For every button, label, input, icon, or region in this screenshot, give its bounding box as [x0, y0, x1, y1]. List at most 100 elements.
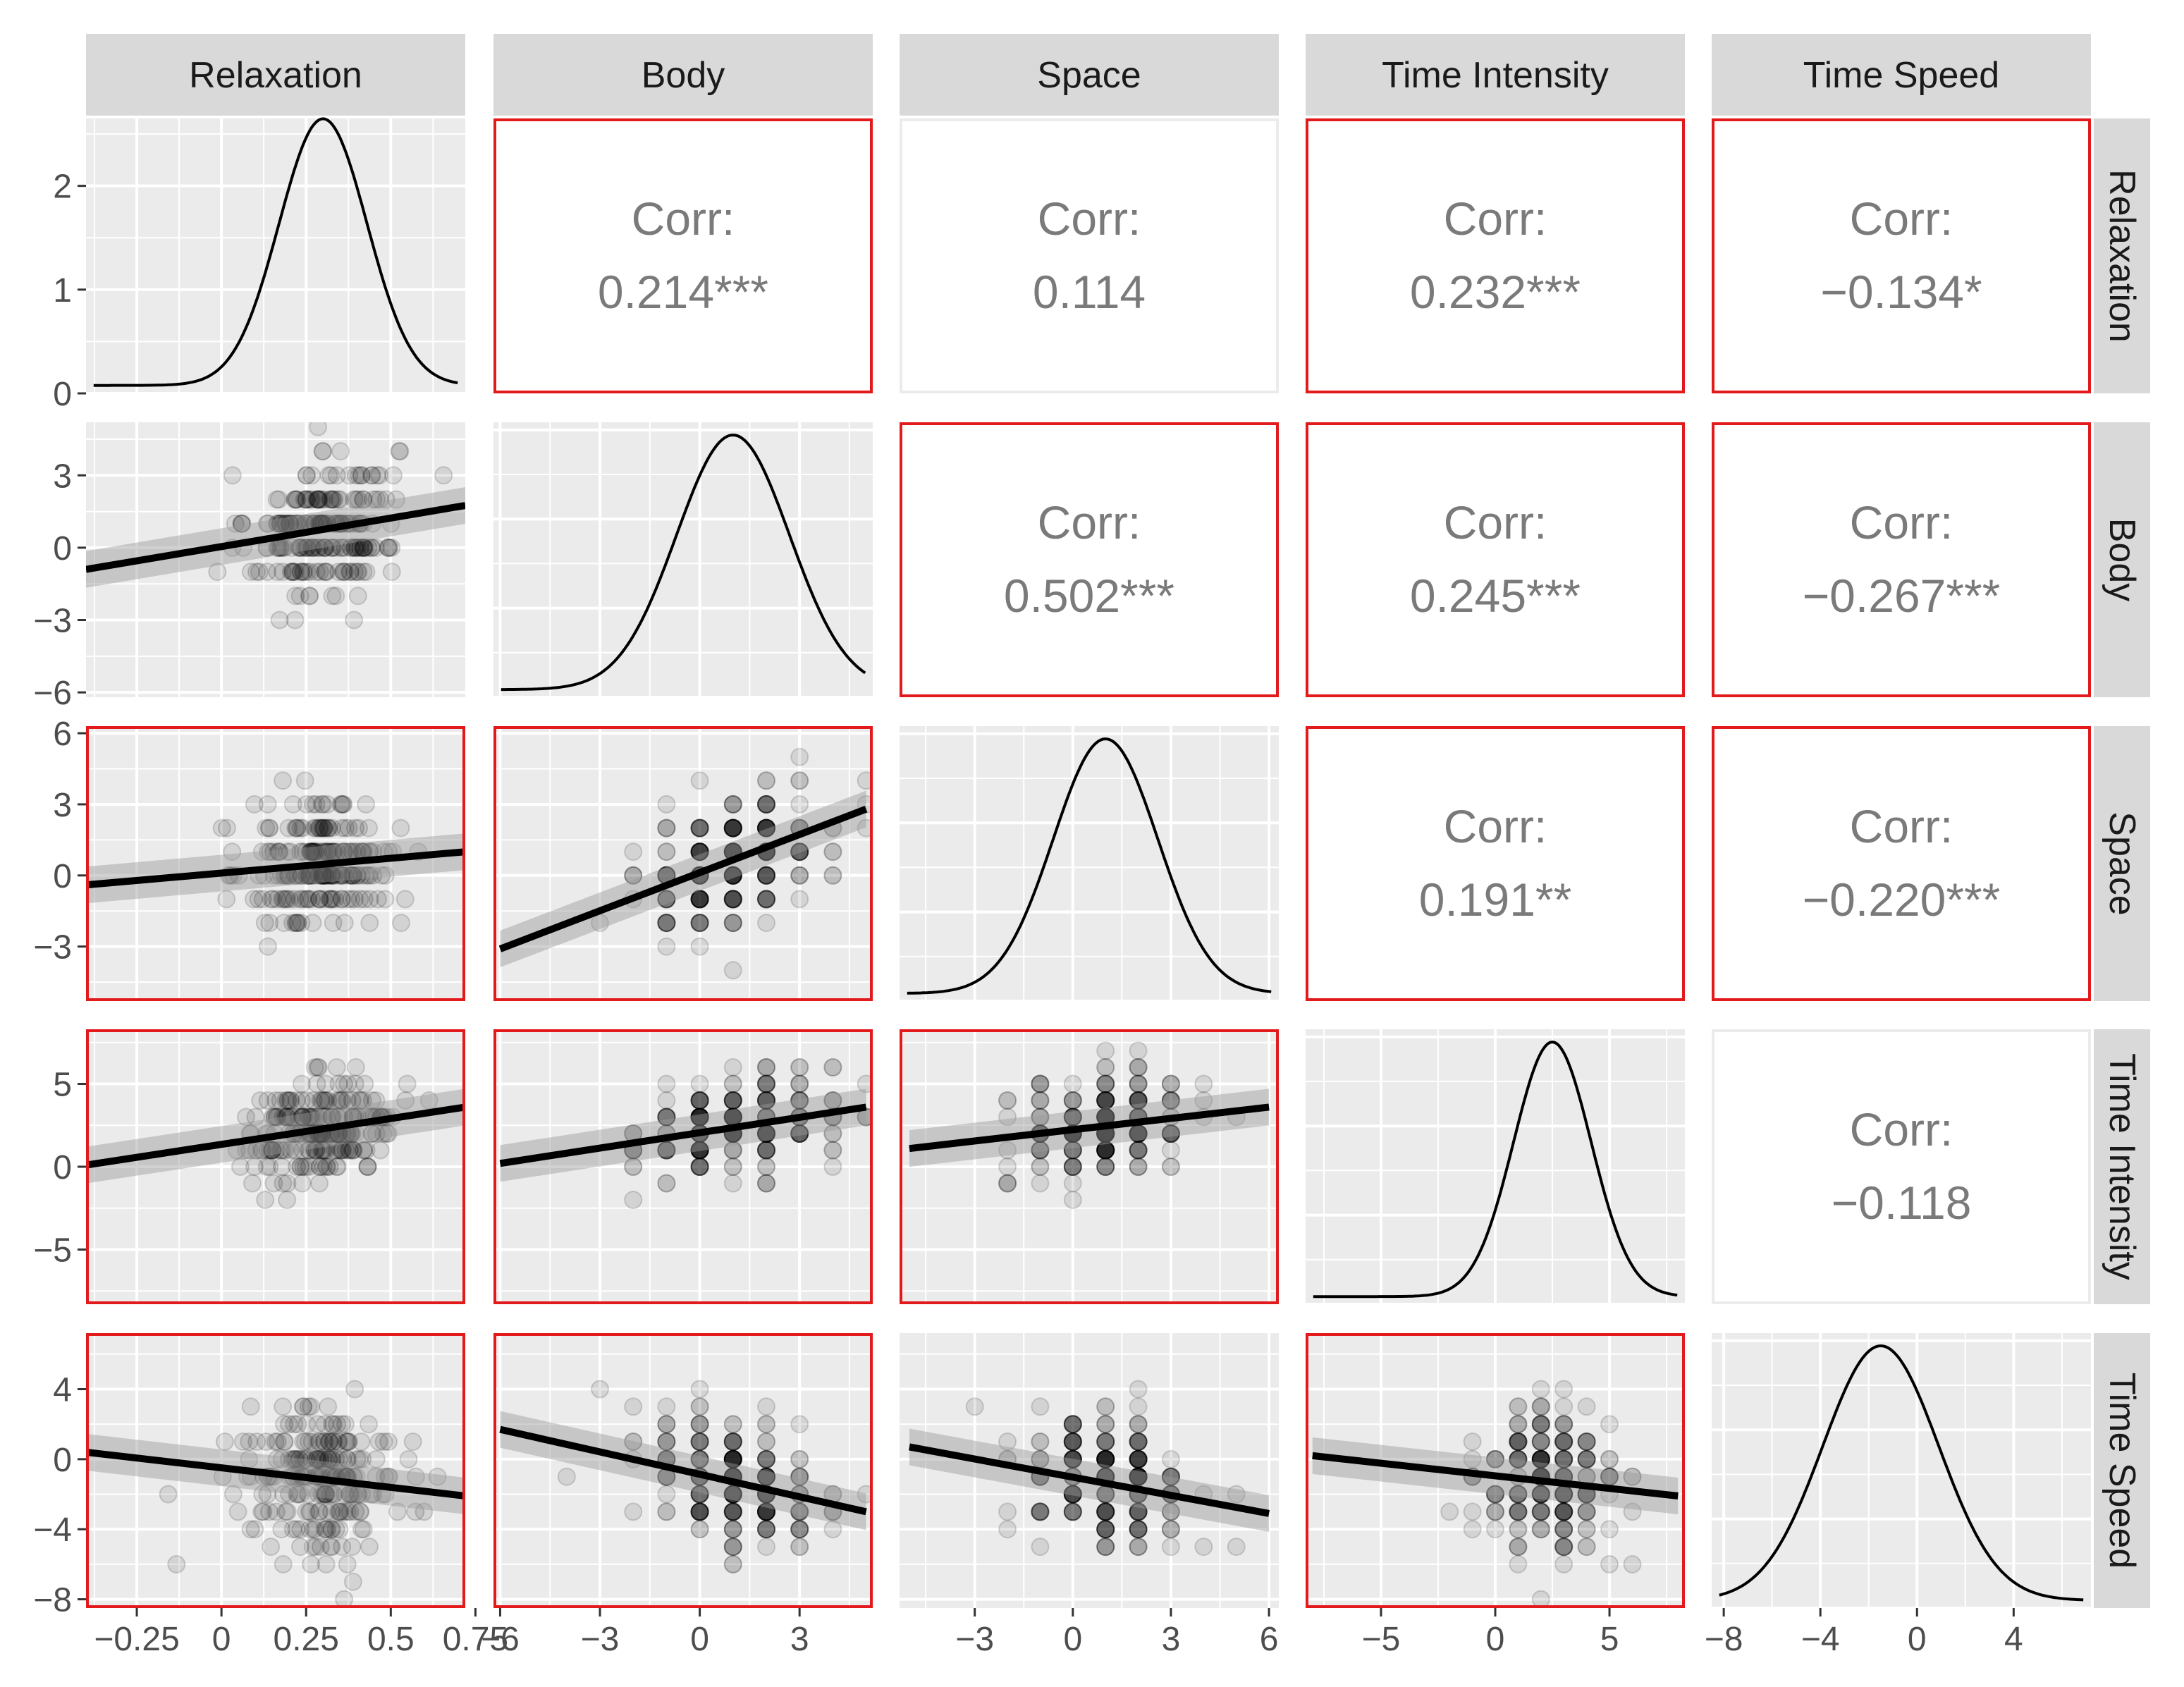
- data-point: [315, 842, 334, 861]
- data-point: [657, 914, 676, 933]
- data-point: [428, 1467, 447, 1486]
- data-point: [1096, 1091, 1115, 1110]
- data-point: [331, 1091, 350, 1110]
- data-point: [1096, 1449, 1115, 1468]
- data-point: [1063, 1449, 1082, 1468]
- x-tick-label: 0.75: [443, 1621, 508, 1658]
- data-point: [281, 1091, 300, 1110]
- data-point: [336, 1485, 355, 1504]
- data-point: [302, 890, 321, 909]
- data-point: [340, 1141, 359, 1160]
- data-point: [1129, 1058, 1148, 1076]
- data-point: [354, 1520, 373, 1539]
- data-point: [1531, 1449, 1550, 1468]
- data-point: [757, 1058, 775, 1076]
- y-tick-label: 0: [53, 1442, 72, 1479]
- data-point: [323, 490, 342, 509]
- data-point: [1129, 1091, 1148, 1110]
- data-point: [790, 1449, 809, 1468]
- data-point: [277, 1108, 295, 1127]
- data-point: [1509, 1415, 1528, 1434]
- data-point: [723, 1449, 742, 1468]
- data-point: [1577, 1449, 1596, 1468]
- data-point: [1063, 1449, 1082, 1468]
- data-point: [330, 1502, 349, 1521]
- data-point: [297, 563, 317, 582]
- data-point: [1096, 1449, 1115, 1468]
- data-point: [1623, 1502, 1642, 1521]
- data-point: [302, 842, 321, 861]
- data-point: [790, 1058, 809, 1076]
- data-point: [1509, 1433, 1528, 1451]
- scatter-points: [86, 771, 465, 956]
- data-point: [790, 1449, 809, 1468]
- data-point: [690, 1141, 709, 1160]
- data-point: [723, 795, 742, 814]
- data-point: [723, 1091, 742, 1110]
- data-point: [292, 1091, 311, 1110]
- data-point: [1161, 1467, 1180, 1486]
- data-point: [1063, 1449, 1082, 1468]
- data-point: [159, 1485, 178, 1504]
- data-point: [357, 1141, 376, 1160]
- data-point: [690, 818, 709, 838]
- data-point: [307, 1074, 326, 1093]
- data-point: [657, 1108, 676, 1127]
- data-point: [1554, 1449, 1573, 1468]
- y-tick-label: −6: [33, 675, 72, 712]
- data-point: [360, 1538, 379, 1557]
- data-point: [1577, 1433, 1596, 1451]
- data-point: [257, 1158, 276, 1176]
- data-point: [723, 866, 742, 885]
- data-point: [1554, 1449, 1573, 1468]
- data-point: [1509, 1433, 1528, 1451]
- data-point: [723, 1485, 742, 1504]
- data-point: [1554, 1433, 1573, 1451]
- data-point: [290, 1449, 309, 1468]
- data-point: [723, 1538, 742, 1557]
- data-point: [1063, 1141, 1082, 1160]
- data-point: [723, 890, 742, 909]
- data-point: [371, 490, 389, 509]
- data-point: [1096, 1091, 1115, 1110]
- data-point: [263, 1108, 282, 1127]
- data-point: [329, 1433, 348, 1451]
- data-point: [364, 490, 383, 509]
- data-point: [1227, 1485, 1246, 1504]
- data-point: [1063, 1415, 1082, 1434]
- data-point: [1554, 1520, 1573, 1539]
- data-point: [1096, 1538, 1115, 1557]
- data-point: [790, 866, 809, 885]
- data-point: [690, 1158, 709, 1176]
- data-point: [1063, 1415, 1082, 1434]
- data-point: [1129, 1467, 1148, 1486]
- data-point: [1096, 1449, 1115, 1468]
- data-point: [360, 890, 379, 909]
- data-point: [1063, 1191, 1082, 1209]
- data-point: [1096, 1502, 1115, 1521]
- data-point: [286, 490, 305, 509]
- data-point: [341, 1502, 360, 1521]
- data-point: [281, 1141, 300, 1160]
- data-point: [1096, 1091, 1115, 1110]
- data-point: [250, 563, 269, 582]
- data-point: [1031, 1141, 1050, 1160]
- data-point: [690, 1158, 709, 1176]
- data-point: [295, 771, 314, 790]
- scatter-points: [86, 422, 465, 630]
- corr-panel-space-time-intensity: Corr:0.191**: [1306, 726, 1685, 1001]
- data-point: [790, 1124, 809, 1143]
- corr-label: Corr:: [1850, 192, 1953, 245]
- data-point: [723, 818, 742, 838]
- corr-panel-relaxation-time-intensity: Corr:0.232***: [1306, 118, 1685, 393]
- data-point: [215, 1433, 234, 1451]
- data-point: [332, 890, 351, 909]
- data-point: [304, 842, 323, 861]
- data-point: [1509, 1433, 1528, 1451]
- data-point: [1096, 1449, 1115, 1468]
- data-point: [1531, 1449, 1550, 1468]
- density-curve: [93, 117, 458, 387]
- data-point: [790, 1502, 809, 1521]
- data-point: [723, 890, 742, 909]
- data-point: [351, 1502, 370, 1521]
